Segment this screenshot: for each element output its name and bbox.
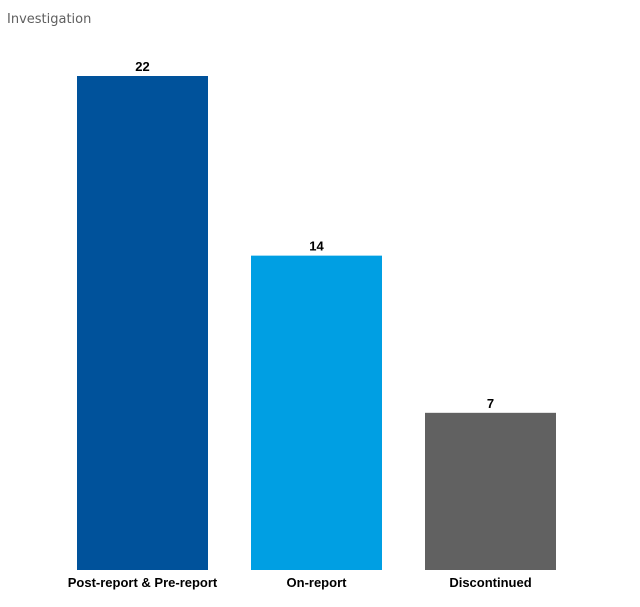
chart-title: Investigation bbox=[7, 12, 92, 27]
data-label-3: 7 bbox=[487, 396, 494, 411]
data-label-1: 22 bbox=[135, 59, 149, 74]
category-labels-group: Post-report & Pre-report On-report Discont… bbox=[68, 575, 532, 590]
bars-group bbox=[77, 76, 556, 571]
data-label-2: 14 bbox=[309, 239, 324, 254]
bar-3 bbox=[425, 412, 556, 570]
data-labels-group: 22 14 7 bbox=[135, 59, 494, 411]
bar-2 bbox=[251, 255, 382, 571]
category-label-1: Post-report & Pre-report bbox=[68, 575, 218, 590]
category-label-2: On-report bbox=[287, 575, 348, 590]
category-label-3: Discontinued bbox=[449, 575, 531, 590]
bar-1 bbox=[77, 76, 208, 570]
